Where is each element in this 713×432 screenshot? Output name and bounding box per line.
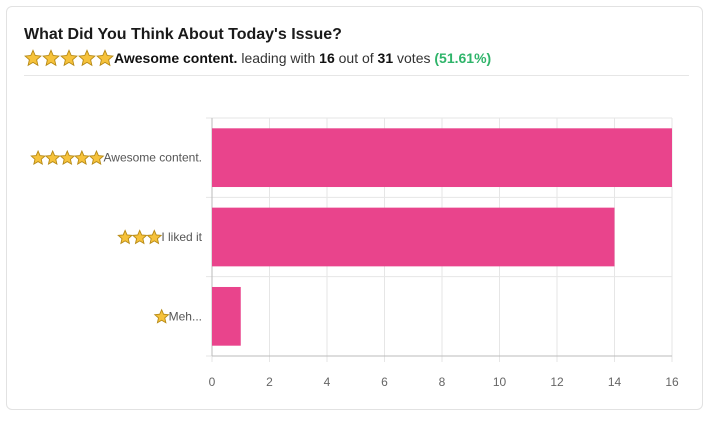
star-icon [59,149,76,166]
star-icon [88,149,105,166]
out-of-text: out of [338,50,374,66]
leader-percent: (51.61%) [434,50,492,66]
leading-text: leading with [241,50,316,66]
star-icon [73,149,90,166]
category-label: Meh... [169,309,202,323]
poll-title: What Did You Think About Today's Issue? [24,26,342,43]
x-tick-label: 4 [324,375,331,389]
x-tick-label: 10 [493,375,507,389]
total-votes: 31 [377,50,394,66]
x-tick-label: 6 [381,375,388,389]
category-label: Awesome content. [103,151,202,165]
star-icon [117,229,134,245]
x-tick-label: 12 [550,375,564,389]
poll-summary: Awesome content. leading with 16 out of … [24,49,491,67]
star-icon [146,229,163,245]
x-tick-label: 14 [608,375,622,389]
leader-label: Awesome content. [114,50,238,66]
star-icon [153,308,170,324]
star-icon [131,229,148,245]
x-tick-label: 8 [439,375,446,389]
bar [212,207,615,267]
votes-text: votes [397,50,431,66]
star-icon [30,149,47,166]
star-icon [42,49,60,67]
category-label: I liked it [161,230,202,244]
x-tick-label: 2 [266,375,273,389]
leading-votes: 16 [319,50,335,66]
header-divider [24,75,689,76]
star-icon [24,49,42,67]
star-icon [78,49,96,67]
leader-rating-stars [24,49,114,67]
star-icon [96,49,114,67]
bar [212,286,241,346]
star-icon [44,149,61,166]
star-icon [60,49,78,67]
x-tick-label: 0 [209,375,216,389]
x-tick-label: 16 [665,375,679,389]
bar [212,128,672,188]
